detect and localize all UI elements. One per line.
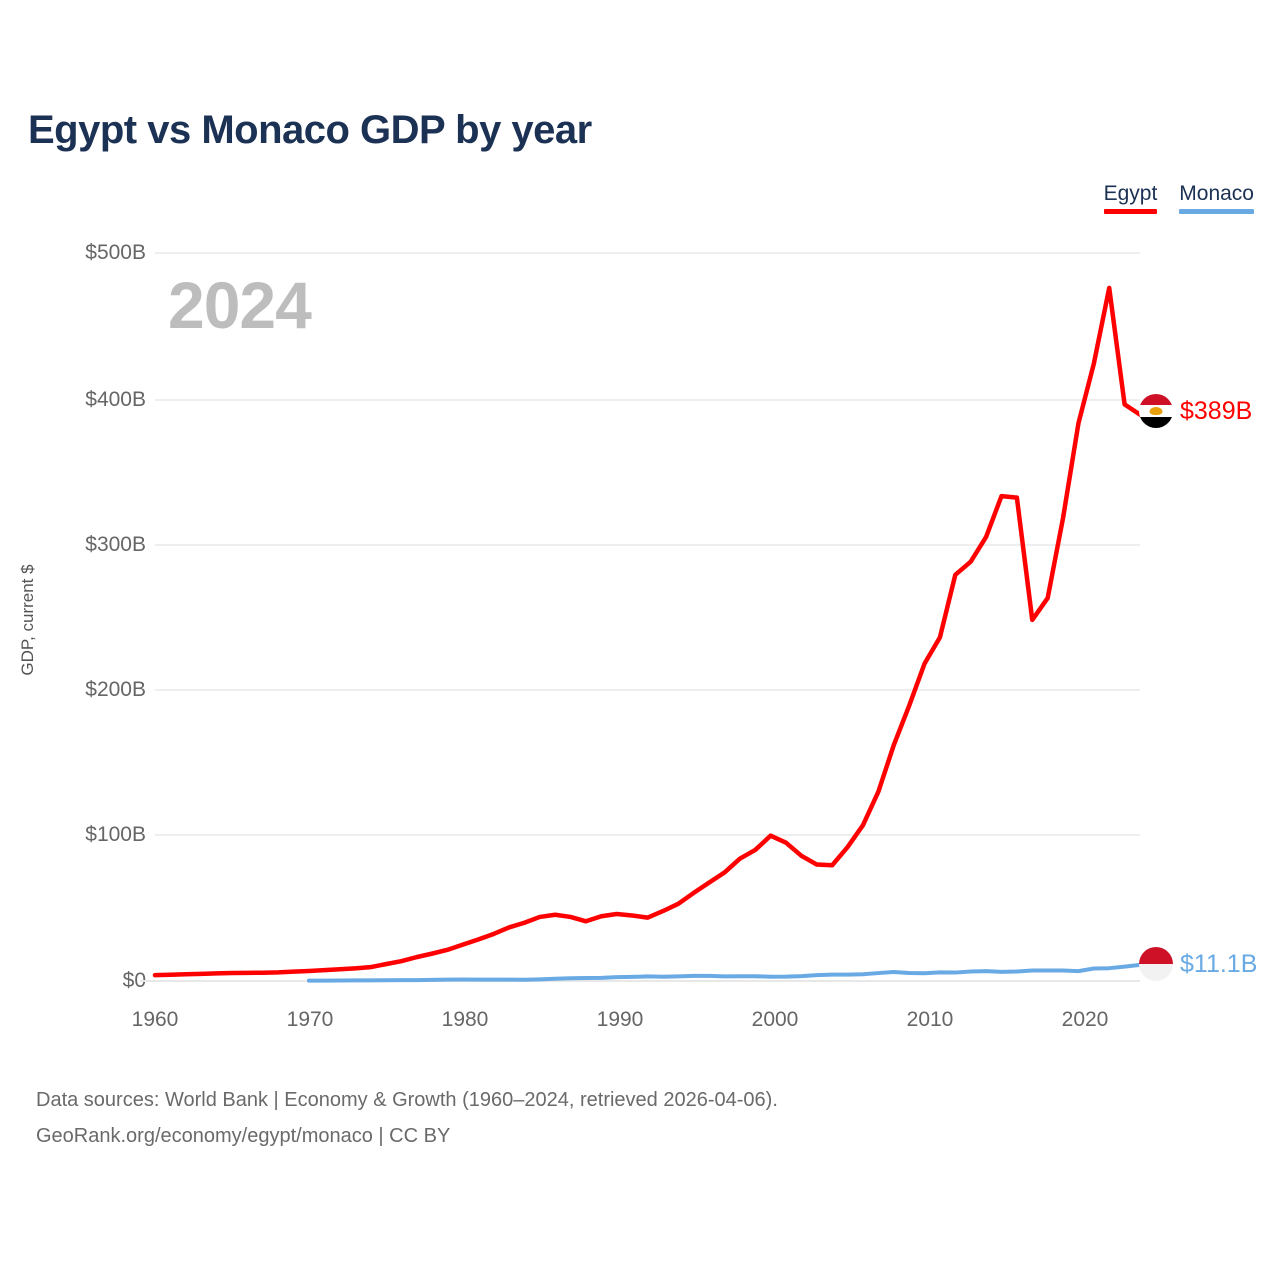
x-tick-1970: 1970	[286, 1008, 334, 1031]
line-series-egypt	[152, 285, 1143, 978]
endpoint-value-monaco: $11.1B	[1180, 949, 1258, 978]
legend-item-egypt[interactable]: Egypt	[1103, 182, 1158, 214]
monaco-flag-icon	[1139, 947, 1173, 981]
x-tick-2010: 2010	[906, 1008, 954, 1031]
x-tick-1960: 1960	[131, 1008, 179, 1031]
footer-line-sources: Data sources: World Bank | Economy & Gro…	[36, 1089, 778, 1111]
legend-item-monaco[interactable]: Monaco	[1179, 182, 1254, 214]
x-tick-2020: 2020	[1061, 1008, 1109, 1031]
x-tick-2000: 2000	[751, 1008, 799, 1031]
y-tick-400b: $400B	[85, 388, 146, 411]
y-tick-200b: $200B	[85, 678, 146, 701]
legend-label-egypt: Egypt	[1103, 182, 1158, 205]
egypt-flag-icon	[1139, 394, 1173, 428]
endpoint-egypt: $389B	[1139, 394, 1252, 428]
footer-attribution: Data sources: World Bank | Economy & Gro…	[36, 1082, 778, 1154]
line-series-monaco	[306, 962, 1142, 983]
y-tick-500b: $500B	[85, 241, 146, 264]
x-tick-1980: 1980	[441, 1008, 489, 1031]
page-title: Egypt vs Monaco GDP by year	[28, 108, 592, 152]
endpoint-value-egypt: $389B	[1180, 396, 1253, 425]
legend-label-monaco: Monaco	[1179, 182, 1254, 205]
gridlines	[140, 252, 1140, 982]
year-watermark: 2024	[168, 268, 312, 342]
legend-swatch-egypt	[1103, 209, 1158, 214]
y-tick-300b: $300B	[85, 533, 146, 556]
legend-swatch-monaco	[1179, 209, 1254, 214]
y-tick-100b: $100B	[85, 823, 146, 846]
endpoint-monaco: $11.1B	[1139, 947, 1257, 981]
footer-line-license: GeoRank.org/economy/egypt/monaco | CC BY	[36, 1125, 451, 1147]
x-tick-1990: 1990	[596, 1008, 644, 1031]
chart-legend: Egypt Monaco	[1103, 182, 1254, 214]
y-tick-0: $0	[122, 969, 146, 992]
